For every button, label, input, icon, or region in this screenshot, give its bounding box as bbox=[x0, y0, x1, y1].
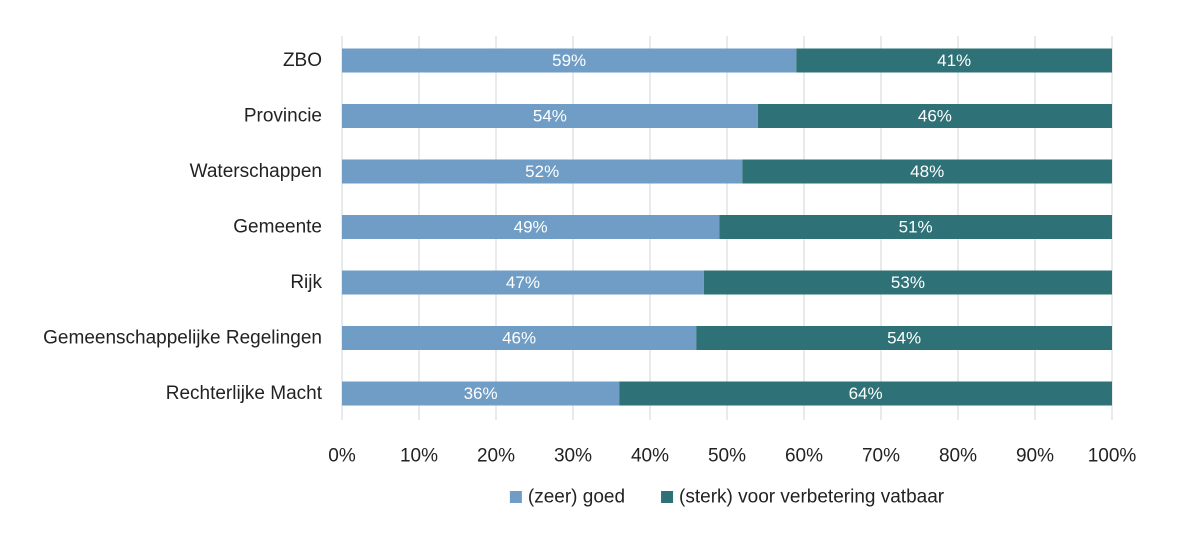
bar-segment bbox=[342, 381, 620, 406]
bar-segment bbox=[342, 215, 720, 239]
bar-segment bbox=[342, 270, 704, 295]
bar-segment bbox=[696, 326, 1112, 350]
category-label: Gemeente bbox=[233, 217, 322, 238]
category-label: Provincie bbox=[244, 106, 322, 127]
legend-item: (sterk) voor verbetering vatbaar bbox=[661, 487, 945, 508]
legend: (zeer) goed (sterk) voor verbetering vatb… bbox=[509, 487, 945, 508]
category-label: Rechterlijke Macht bbox=[166, 383, 323, 404]
bar-segment bbox=[619, 381, 1112, 406]
data-label: 54% bbox=[533, 107, 567, 126]
category-axis: ZBO Provincie Waterschappen Gemeente Rijk Gem… bbox=[43, 50, 323, 404]
category-label: Gemeenschappelijke Regelingen bbox=[43, 328, 322, 349]
bar-segment bbox=[342, 48, 797, 73]
tick-label: 0% bbox=[328, 446, 356, 467]
tick-label: 40% bbox=[631, 446, 669, 467]
category-label: Waterschappen bbox=[190, 161, 322, 182]
tick-label: 20% bbox=[477, 446, 515, 467]
tick-label: 50% bbox=[708, 446, 746, 467]
value-axis: 0% 10% 20% 30% 40% 50% 60% 70% 80% 90% 100% bbox=[328, 446, 1136, 467]
data-label: 54% bbox=[887, 329, 921, 348]
category-label: Rijk bbox=[290, 272, 322, 293]
bar-segment bbox=[342, 159, 743, 184]
tick-label: 70% bbox=[862, 446, 900, 467]
data-label: 41% bbox=[937, 51, 971, 70]
bar-segment bbox=[742, 159, 1112, 184]
data-label: 52% bbox=[525, 162, 559, 181]
data-label: 46% bbox=[918, 107, 952, 126]
data-label: 53% bbox=[891, 273, 925, 292]
tick-label: 60% bbox=[785, 446, 823, 467]
data-label: 59% bbox=[552, 51, 586, 70]
bar-segment bbox=[703, 270, 1112, 295]
data-label: 47% bbox=[506, 273, 540, 292]
data-label: 49% bbox=[514, 218, 548, 237]
legend-label: (sterk) voor verbetering vatbaar bbox=[679, 487, 945, 508]
bars: 59% 41% 54% 46% 52% 48% 49% 51% 47% 53% 46% 54% 36% 6… bbox=[342, 48, 1112, 406]
tick-label: 10% bbox=[400, 446, 438, 467]
tick-label: 80% bbox=[939, 446, 977, 467]
legend-item: (zeer) goed bbox=[509, 487, 625, 508]
category-label: ZBO bbox=[283, 50, 322, 71]
bar-segment bbox=[796, 48, 1112, 73]
data-label: 51% bbox=[899, 218, 933, 237]
legend-label: (zeer) goed bbox=[528, 487, 625, 508]
bar-segment bbox=[342, 104, 758, 128]
data-label: 64% bbox=[849, 384, 883, 403]
data-label: 48% bbox=[910, 162, 944, 181]
legend-swatch bbox=[509, 491, 522, 503]
data-label: 36% bbox=[464, 384, 498, 403]
bar-segment bbox=[719, 215, 1112, 239]
tick-label: 90% bbox=[1016, 446, 1054, 467]
tick-label: 100% bbox=[1088, 446, 1137, 467]
legend-swatch bbox=[661, 491, 674, 503]
bar-segment bbox=[757, 104, 1112, 128]
bar-segment bbox=[342, 326, 697, 350]
tick-label: 30% bbox=[554, 446, 592, 467]
data-label: 46% bbox=[502, 329, 536, 348]
